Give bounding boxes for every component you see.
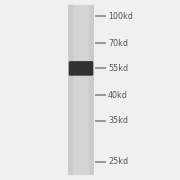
Text: 100kd: 100kd: [108, 12, 133, 21]
Text: 55kd: 55kd: [108, 64, 128, 73]
Text: 35kd: 35kd: [108, 116, 128, 125]
FancyBboxPatch shape: [69, 61, 93, 76]
Text: 40kd: 40kd: [108, 91, 128, 100]
Text: 25kd: 25kd: [108, 158, 128, 166]
Text: 70kd: 70kd: [108, 39, 128, 48]
Bar: [73, 5, 89, 175]
Bar: [68, 5, 94, 175]
